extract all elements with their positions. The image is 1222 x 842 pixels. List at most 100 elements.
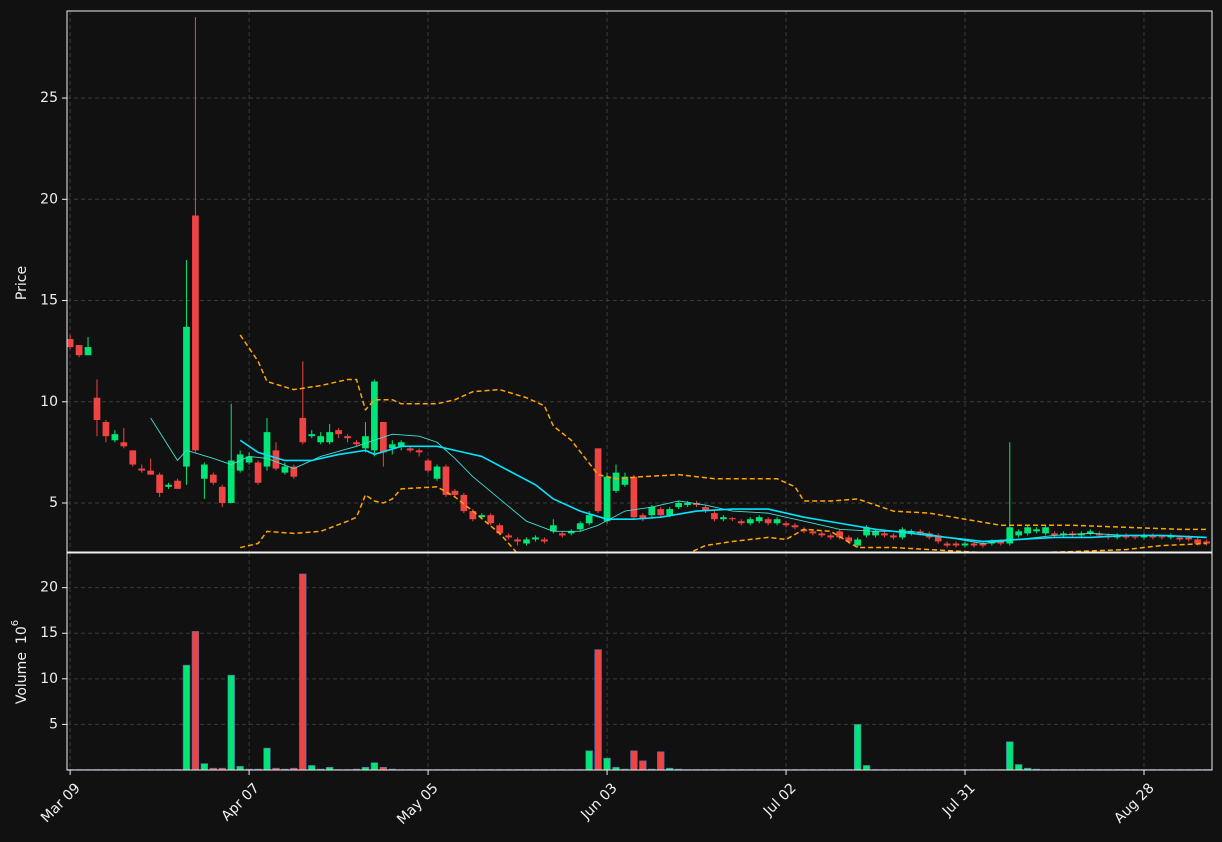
candle-body xyxy=(245,456,253,463)
candle-body xyxy=(764,519,772,524)
candle-body xyxy=(1194,539,1202,544)
candle-body xyxy=(594,448,602,512)
candle-body xyxy=(854,539,861,546)
candle-body xyxy=(397,442,405,447)
candle-body xyxy=(881,533,888,536)
y-tick-label: 10 xyxy=(40,671,58,687)
candle-body xyxy=(648,507,656,516)
candle-body xyxy=(1149,535,1157,538)
candle-body xyxy=(1203,541,1210,544)
candle-body xyxy=(567,531,575,534)
price-frame xyxy=(66,10,1213,553)
candle-body xyxy=(120,442,128,447)
volume-scale-exponent: 6 xyxy=(10,620,21,626)
volume-bar xyxy=(227,674,235,770)
candle-body xyxy=(916,531,924,534)
candle-body xyxy=(550,525,557,532)
y-tick-label: 20 xyxy=(40,580,58,596)
candle-body xyxy=(308,434,316,437)
candle-body xyxy=(666,509,674,516)
candle-body xyxy=(201,464,208,479)
candle-body xyxy=(827,535,835,538)
candle-body xyxy=(576,523,584,530)
volume-bar xyxy=(361,766,370,770)
volume-bar xyxy=(325,766,334,770)
volume-bar xyxy=(639,760,647,770)
candle-body xyxy=(1095,533,1103,536)
candle-body xyxy=(227,460,235,504)
candle-body xyxy=(585,515,593,524)
candle-body xyxy=(952,543,960,546)
candle-body xyxy=(93,397,101,420)
candle-body xyxy=(970,543,978,546)
candle-body xyxy=(335,430,342,435)
candle-body xyxy=(165,484,172,487)
candle-body xyxy=(720,517,727,520)
candle-body xyxy=(388,444,396,449)
candle-body xyxy=(612,472,620,491)
candle-body xyxy=(728,518,736,520)
y-tick-label: 15 xyxy=(40,625,58,641)
volume-bar xyxy=(263,747,271,770)
volume-bar xyxy=(603,757,611,770)
volume-bar xyxy=(1015,764,1023,770)
candle-body xyxy=(541,539,548,542)
candle-body xyxy=(630,476,638,518)
candle-body xyxy=(254,462,262,483)
overlay-layer xyxy=(150,334,1207,552)
y-tick-label: 5 xyxy=(49,495,58,511)
candle-body xyxy=(809,531,817,534)
candle-body xyxy=(209,474,217,483)
overlay-line xyxy=(150,417,1207,544)
candle-body xyxy=(907,531,915,534)
volume-bar xyxy=(299,573,307,770)
candle-body xyxy=(344,436,351,439)
candle-body xyxy=(657,509,665,516)
candle-body xyxy=(755,517,763,522)
candle-body xyxy=(639,515,647,520)
candle-body xyxy=(1140,535,1148,538)
candle-body xyxy=(1158,536,1166,538)
volume-bar xyxy=(200,763,209,770)
candle-body xyxy=(478,515,486,518)
volume-frame xyxy=(66,552,1213,771)
volume-bar xyxy=(191,631,200,770)
candle-body xyxy=(961,543,969,546)
y-tick-label: 25 xyxy=(40,90,58,106)
candle-body xyxy=(1015,531,1023,536)
candle-body xyxy=(997,541,1005,544)
volume-bar xyxy=(853,724,862,770)
candle-body xyxy=(433,466,441,479)
candle-body xyxy=(460,494,468,512)
candle-body xyxy=(979,543,987,546)
candle-body xyxy=(371,381,378,451)
candle-body xyxy=(1051,533,1058,536)
candle-body xyxy=(138,468,146,471)
candle-body xyxy=(711,513,718,520)
candle-body xyxy=(1077,533,1085,536)
candle-body xyxy=(890,535,897,538)
volume-bar xyxy=(630,750,638,770)
candle-body xyxy=(111,434,119,441)
candle-body xyxy=(899,529,906,538)
price-axis-label: Price xyxy=(14,266,30,300)
candle-body xyxy=(737,521,745,524)
candle-body xyxy=(791,525,799,528)
candle-body xyxy=(129,450,137,465)
candle-body xyxy=(156,474,163,493)
candle-body xyxy=(75,345,83,356)
candle-body xyxy=(505,535,512,538)
candle-body xyxy=(406,448,414,451)
volume-bar xyxy=(657,751,665,770)
candle-body xyxy=(621,476,629,485)
volume-bar xyxy=(182,664,191,770)
candle-body xyxy=(147,470,155,475)
candle-body xyxy=(192,215,199,451)
candle-body xyxy=(1042,527,1049,534)
volume-bar xyxy=(862,765,871,770)
candle-body xyxy=(415,450,423,453)
candle-body xyxy=(353,442,360,445)
candle-body xyxy=(272,450,280,469)
